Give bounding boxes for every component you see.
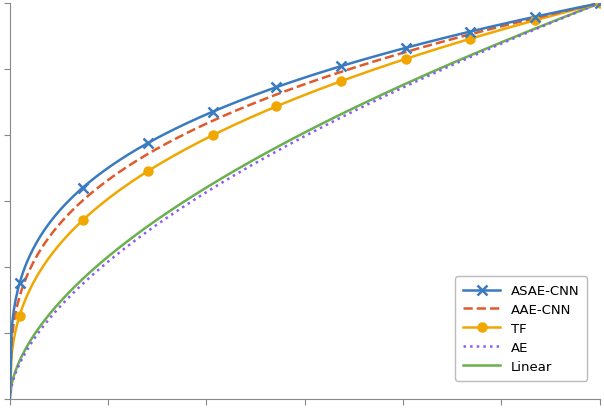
Legend: ASAE-CNN, AAE-CNN, TF, AE, Linear: ASAE-CNN, AAE-CNN, TF, AE, Linear	[455, 276, 587, 381]
